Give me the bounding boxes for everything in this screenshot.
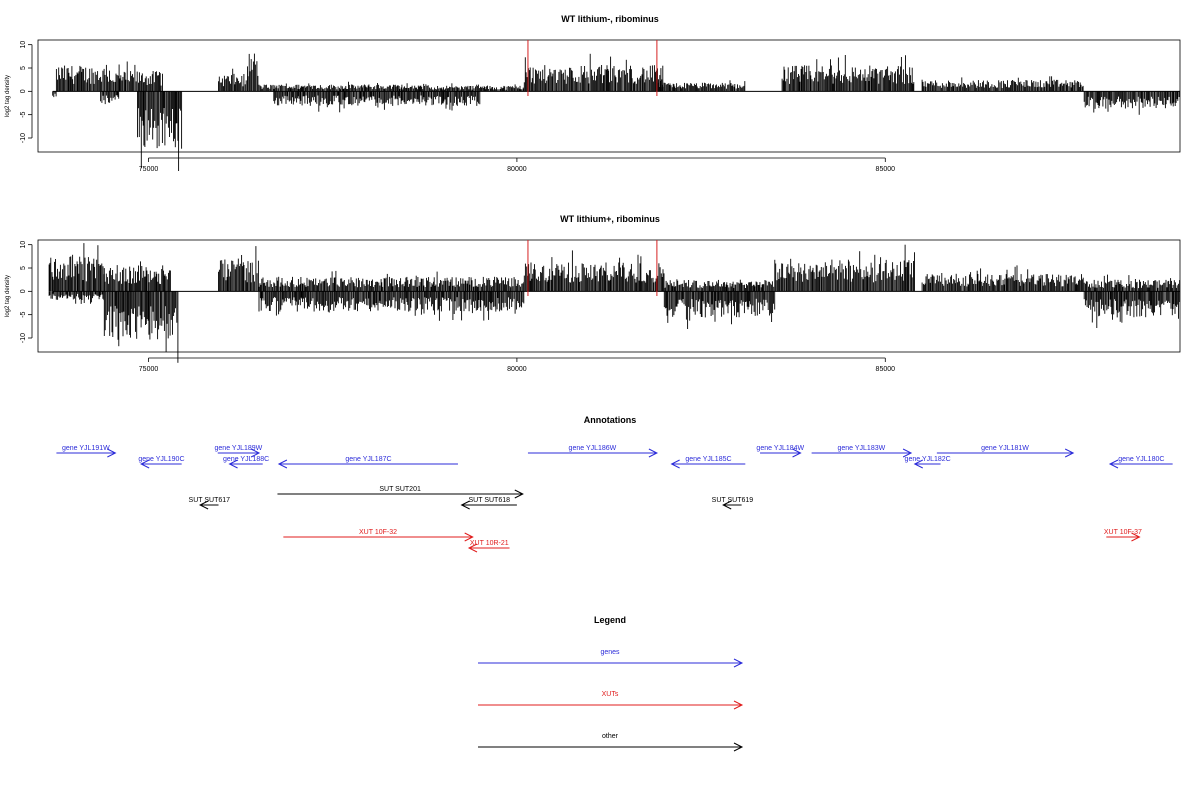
- track-panel-lithium-plus: WT lithium+, ribominus 10 5 0 -5 -10 75000 80…: [5, 214, 1181, 373]
- feature-label: gene YJL180C: [1118, 456, 1164, 463]
- feature-arrow: gene YJL180C: [1108, 456, 1173, 469]
- x-axis: 75000 80000 85000: [139, 157, 896, 173]
- track-panel-lithium-minus: WT lithium-, ribominus 10 5 0 -5 -10 75000 80…: [5, 14, 1181, 173]
- y-axis-label: log2 tag density: [5, 275, 11, 317]
- legend-label: genes: [600, 649, 620, 656]
- feature-label: XUT 10F-37: [1104, 529, 1142, 536]
- feature-label: gene YJL183W: [837, 445, 885, 452]
- feature-arrow: SUT SUT201: [277, 486, 524, 499]
- y-tick-label: 0: [20, 289, 27, 293]
- bar-group: [48, 243, 1181, 363]
- feature-arrow: SUT SUT618: [460, 497, 517, 510]
- y-tick-label: 5: [20, 266, 27, 270]
- y-tick-label: 10: [20, 241, 27, 249]
- legend-label: other: [602, 733, 619, 740]
- feature-arrow: SUT SUT619: [712, 497, 754, 510]
- plot-frame: [37, 39, 1181, 153]
- feature-label: gene YJL190C: [138, 456, 184, 463]
- feature-arrow: SUT SUT617: [189, 497, 231, 510]
- feature-arrow: gene YJL183W: [811, 445, 913, 458]
- highlight-markers: [527, 40, 658, 96]
- feature-arrow: gene YJL188C: [223, 456, 269, 469]
- feature-label: SUT SUT618: [469, 497, 511, 504]
- y-tick-label: 0: [20, 89, 27, 93]
- y-axis: 10 5 0 -5 -10: [20, 241, 33, 343]
- feature-label: SUT SUT201: [379, 486, 421, 493]
- feature-arrow: XUT 10F-37: [1104, 529, 1142, 542]
- bar-group: [52, 53, 1180, 171]
- legend-item: other: [478, 733, 744, 752]
- legend-item: genes: [478, 649, 744, 668]
- feature-label: gene YJL181W: [981, 445, 1029, 452]
- y-axis-label: log2 tag density: [5, 75, 11, 117]
- x-tick-label: 75000: [139, 366, 159, 373]
- x-tick-label: 75000: [139, 166, 159, 173]
- feature-arrow: gene YJL187C: [277, 456, 458, 469]
- legend-title: Legend: [594, 615, 626, 625]
- feature-label: XUT 10F-32: [359, 529, 397, 536]
- feature-arrow: gene YJL182C: [905, 456, 951, 469]
- legend-item: XUTs: [478, 691, 744, 710]
- feature-arrow: XUT 10R-21: [467, 540, 510, 553]
- feature-arrow: gene YJL189W: [215, 445, 263, 458]
- y-tick-label: -5: [20, 111, 27, 117]
- feature-label: gene YJL186W: [569, 445, 617, 452]
- plot-frame: [37, 239, 1181, 353]
- feature-label: XUT 10R-21: [470, 540, 509, 547]
- x-tick-label: 80000: [507, 166, 527, 173]
- highlight-markers: [527, 240, 658, 296]
- y-tick-label: -5: [20, 311, 27, 317]
- legend-items: genes XUTs other: [478, 649, 744, 752]
- annotations-title: Annotations: [584, 415, 637, 425]
- feature-label: SUT SUT617: [189, 497, 231, 504]
- feature-arrow: XUT 10F-32: [283, 529, 474, 542]
- panel-title: WT lithium+, ribominus: [560, 214, 660, 224]
- panel-title: WT lithium-, ribominus: [561, 14, 659, 24]
- y-tick-label: 5: [20, 66, 27, 70]
- feature-arrow: gene YJL190C: [138, 456, 185, 469]
- feature-label: gene YJL188C: [223, 456, 269, 463]
- x-axis: 75000 80000 85000: [139, 357, 896, 373]
- y-axis: 10 5 0 -5 -10: [20, 41, 33, 143]
- feature-arrow: gene YJL191W: [56, 445, 117, 458]
- feature-arrow: gene YJL184W: [756, 445, 805, 458]
- y-tick-label: 10: [20, 41, 27, 49]
- legend: Legend genes XUTs other: [478, 615, 744, 752]
- feature-label: gene YJL184W: [756, 445, 804, 452]
- feature-arrow: gene YJL181W: [936, 445, 1075, 458]
- feature-group: gene YJL191W gene YJL190C gene YJL189W gene…: [56, 445, 1173, 553]
- feature-arrow: gene YJL186W: [527, 445, 659, 458]
- feature-arrow: gene YJL185C: [670, 456, 746, 469]
- feature-label: SUT SUT619: [712, 497, 754, 504]
- x-tick-label: 80000: [507, 366, 527, 373]
- feature-label: gene YJL187C: [345, 456, 391, 463]
- legend-label: XUTs: [602, 691, 619, 698]
- x-tick-label: 85000: [876, 166, 896, 173]
- feature-label: gene YJL191W: [62, 445, 110, 452]
- feature-label: gene YJL185C: [685, 456, 731, 463]
- feature-label: gene YJL189W: [215, 445, 263, 452]
- y-tick-label: -10: [20, 333, 27, 343]
- y-tick-label: -10: [20, 133, 27, 143]
- feature-label: gene YJL182C: [905, 456, 951, 463]
- x-tick-label: 85000: [876, 366, 896, 373]
